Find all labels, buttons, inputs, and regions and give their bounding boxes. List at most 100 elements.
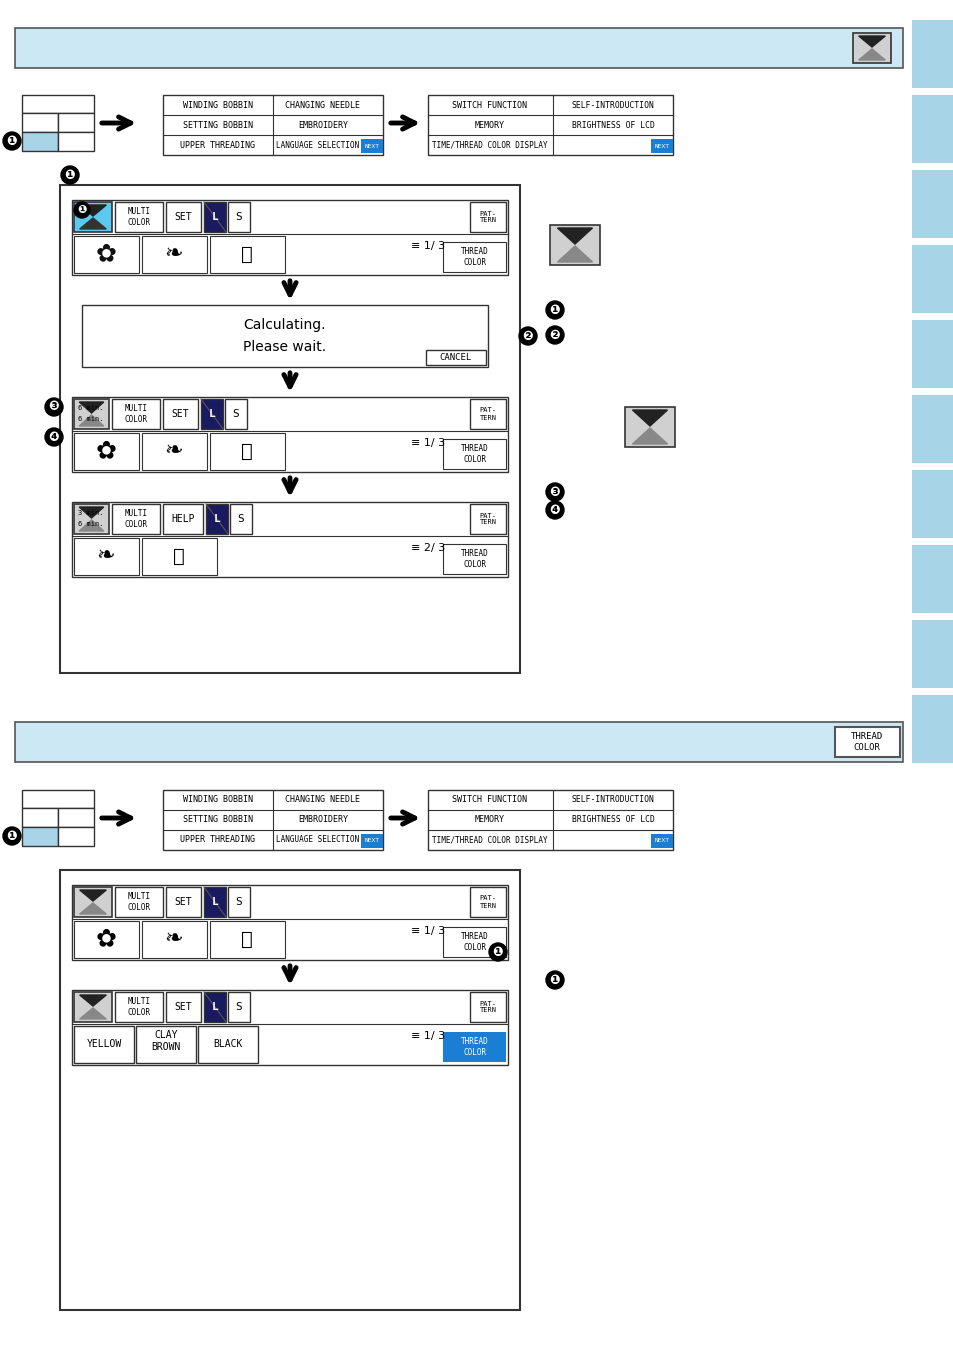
- Bar: [442, 438, 505, 469]
- Bar: [911, 621, 953, 688]
- Text: SELF-INTRODUCTION: SELF-INTRODUCTION: [571, 796, 654, 804]
- Bar: [74, 1027, 133, 1063]
- Circle shape: [545, 326, 563, 344]
- Polygon shape: [557, 228, 592, 244]
- Circle shape: [45, 398, 63, 415]
- Text: PAT-
TERN: PAT- TERN: [479, 896, 496, 908]
- Text: NEXT: NEXT: [654, 143, 669, 148]
- Text: 🐰: 🐰: [241, 929, 253, 948]
- Bar: [71, 502, 507, 577]
- Bar: [911, 395, 953, 463]
- Text: ❶: ❶: [549, 304, 559, 317]
- Bar: [22, 132, 58, 151]
- Text: PAT-
TERN: PAT- TERN: [479, 407, 496, 421]
- Text: ❸: ❸: [49, 401, 59, 414]
- Text: ≡ 1/ 3: ≡ 1/ 3: [411, 241, 445, 251]
- Text: ✿: ✿: [95, 438, 116, 463]
- Polygon shape: [80, 902, 106, 915]
- Bar: [163, 505, 203, 534]
- Text: ❧: ❧: [165, 441, 183, 461]
- Text: S: S: [235, 212, 242, 223]
- Text: L: L: [213, 514, 220, 523]
- Text: MEMORY: MEMORY: [475, 816, 504, 824]
- Bar: [142, 538, 216, 575]
- Text: 🐰: 🐰: [241, 244, 253, 263]
- Polygon shape: [80, 996, 106, 1006]
- Bar: [204, 992, 226, 1023]
- Bar: [142, 433, 207, 469]
- Text: MULTI
COLOR: MULTI COLOR: [128, 208, 151, 227]
- Bar: [71, 885, 507, 960]
- Bar: [470, 399, 505, 429]
- Bar: [71, 200, 507, 275]
- Bar: [442, 1032, 505, 1062]
- Polygon shape: [557, 246, 592, 262]
- Circle shape: [61, 166, 79, 183]
- Bar: [442, 544, 505, 575]
- Bar: [911, 170, 953, 237]
- Bar: [470, 202, 505, 232]
- Text: BRIGHTNESS OF LCD: BRIGHTNESS OF LCD: [571, 120, 654, 130]
- Polygon shape: [858, 49, 884, 59]
- Polygon shape: [79, 402, 104, 413]
- Bar: [428, 94, 672, 155]
- Circle shape: [545, 483, 563, 500]
- Polygon shape: [79, 519, 104, 532]
- Bar: [210, 433, 285, 469]
- Polygon shape: [79, 507, 104, 518]
- Text: ❶: ❶: [7, 135, 17, 147]
- Text: ❷: ❷: [549, 329, 559, 341]
- Text: MEMORY: MEMORY: [475, 120, 504, 130]
- Bar: [22, 791, 94, 808]
- Text: 6 min.: 6 min.: [78, 521, 104, 527]
- Bar: [204, 202, 226, 232]
- Bar: [74, 433, 139, 469]
- Text: UPPER THREADING: UPPER THREADING: [180, 140, 255, 150]
- Text: NEXT: NEXT: [364, 839, 379, 843]
- Bar: [852, 32, 890, 63]
- Bar: [911, 20, 953, 88]
- Text: SWITCH FUNCTION: SWITCH FUNCTION: [452, 796, 527, 804]
- Bar: [911, 94, 953, 163]
- Bar: [112, 505, 160, 534]
- Text: ❧: ❧: [96, 546, 115, 567]
- Text: SET: SET: [171, 409, 189, 420]
- Text: ≡ 1/ 3: ≡ 1/ 3: [411, 1031, 445, 1041]
- Text: Calculating.: Calculating.: [244, 318, 326, 332]
- Bar: [206, 505, 228, 534]
- Bar: [834, 727, 899, 757]
- Text: NEXT: NEXT: [654, 839, 669, 843]
- Bar: [911, 246, 953, 313]
- Bar: [550, 225, 599, 264]
- Bar: [74, 992, 112, 1023]
- Bar: [163, 94, 382, 155]
- Bar: [470, 888, 505, 917]
- Bar: [60, 870, 519, 1310]
- Text: UPPER THREADING: UPPER THREADING: [180, 835, 255, 844]
- Text: S: S: [235, 897, 242, 907]
- Bar: [58, 827, 94, 846]
- Polygon shape: [632, 410, 667, 426]
- Text: 🐰: 🐰: [241, 441, 253, 460]
- Circle shape: [74, 202, 90, 219]
- Bar: [142, 921, 207, 958]
- Bar: [911, 695, 953, 764]
- Text: ✿: ✿: [95, 927, 116, 951]
- Bar: [650, 834, 672, 849]
- Bar: [74, 399, 109, 429]
- Bar: [360, 139, 382, 152]
- Circle shape: [45, 428, 63, 447]
- Bar: [230, 505, 252, 534]
- Text: THREAD
COLOR: THREAD COLOR: [460, 932, 488, 951]
- Text: CLAY
BROWN: CLAY BROWN: [152, 1031, 180, 1052]
- Bar: [22, 827, 58, 846]
- Text: BLACK: BLACK: [213, 1039, 242, 1050]
- Text: ✿: ✿: [95, 241, 116, 266]
- Bar: [58, 132, 94, 151]
- Bar: [142, 236, 207, 272]
- Text: THREAD
COLOR: THREAD COLOR: [460, 1037, 488, 1056]
- Bar: [166, 888, 201, 917]
- Polygon shape: [80, 890, 106, 901]
- Bar: [15, 722, 902, 762]
- Text: ❧: ❧: [165, 929, 183, 948]
